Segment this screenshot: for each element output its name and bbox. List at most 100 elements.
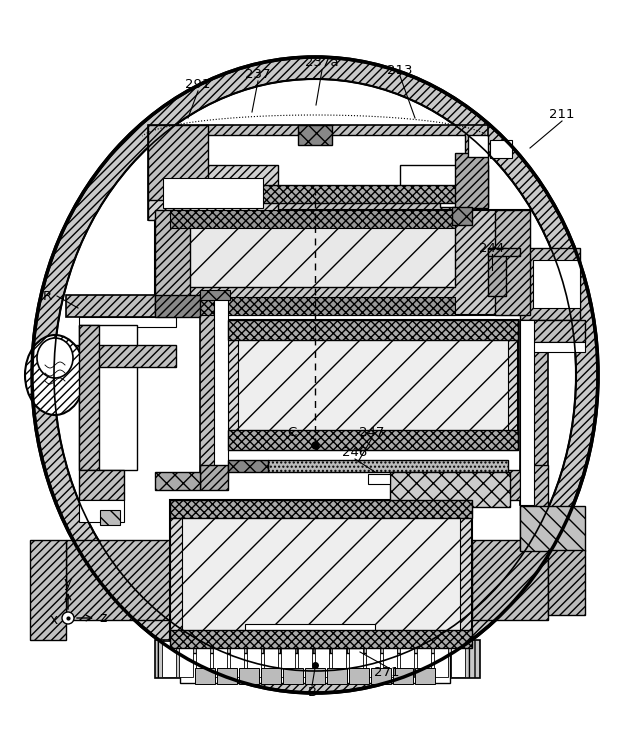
- Text: 271: 271: [374, 667, 400, 680]
- Ellipse shape: [37, 338, 73, 378]
- Text: x: x: [50, 613, 58, 627]
- Bar: [548, 550, 585, 615]
- Bar: [66, 345, 176, 367]
- Bar: [228, 430, 518, 450]
- Bar: [417, 641, 431, 677]
- Bar: [170, 222, 455, 287]
- Bar: [452, 207, 472, 225]
- Bar: [79, 500, 124, 522]
- Bar: [390, 472, 510, 507]
- Text: B: B: [307, 686, 316, 698]
- Bar: [520, 342, 585, 352]
- Bar: [79, 470, 124, 500]
- Bar: [79, 317, 176, 327]
- Bar: [79, 325, 99, 470]
- Bar: [327, 668, 347, 684]
- Bar: [195, 668, 215, 684]
- Bar: [155, 210, 530, 315]
- Bar: [148, 125, 208, 200]
- Bar: [283, 668, 303, 684]
- Bar: [228, 320, 518, 340]
- Bar: [520, 320, 534, 505]
- Bar: [200, 295, 228, 480]
- Bar: [175, 185, 465, 203]
- Bar: [79, 325, 137, 470]
- Bar: [349, 668, 369, 684]
- Bar: [400, 641, 414, 677]
- Bar: [230, 641, 244, 677]
- Bar: [66, 540, 176, 620]
- Bar: [520, 320, 548, 505]
- Bar: [383, 641, 397, 677]
- Bar: [170, 500, 472, 518]
- Bar: [148, 165, 278, 220]
- Bar: [264, 641, 278, 677]
- Bar: [520, 248, 580, 320]
- Bar: [490, 140, 512, 158]
- Text: 244: 244: [479, 242, 505, 254]
- Text: 237a: 237a: [305, 56, 339, 70]
- Bar: [155, 295, 200, 317]
- Bar: [196, 641, 210, 677]
- Bar: [182, 512, 460, 636]
- Bar: [520, 320, 585, 342]
- Bar: [455, 153, 488, 208]
- Bar: [268, 460, 508, 472]
- Bar: [261, 668, 281, 684]
- Bar: [200, 290, 230, 300]
- Bar: [217, 668, 237, 684]
- Bar: [163, 178, 263, 208]
- Text: 247: 247: [359, 425, 385, 439]
- Bar: [281, 641, 295, 677]
- Bar: [298, 125, 332, 145]
- Bar: [228, 320, 518, 450]
- Bar: [30, 540, 66, 640]
- Text: 291: 291: [185, 79, 210, 92]
- Bar: [100, 510, 120, 525]
- Bar: [213, 641, 227, 677]
- Bar: [393, 668, 413, 684]
- Bar: [170, 210, 455, 228]
- Bar: [170, 297, 455, 315]
- Bar: [472, 540, 548, 620]
- Text: 246: 246: [342, 446, 368, 460]
- Bar: [214, 295, 228, 480]
- Bar: [155, 472, 200, 490]
- Text: 211: 211: [549, 109, 575, 122]
- Bar: [440, 187, 488, 207]
- Bar: [180, 653, 450, 683]
- Bar: [155, 640, 480, 678]
- Bar: [170, 630, 472, 648]
- Bar: [451, 641, 465, 677]
- Bar: [434, 641, 448, 677]
- Bar: [200, 465, 228, 490]
- Bar: [238, 330, 508, 440]
- Bar: [175, 135, 465, 190]
- Bar: [488, 248, 520, 256]
- Bar: [533, 260, 580, 308]
- Bar: [520, 465, 548, 550]
- Bar: [520, 506, 585, 551]
- Bar: [371, 668, 391, 684]
- Bar: [415, 668, 435, 684]
- Bar: [247, 641, 261, 677]
- Bar: [366, 641, 380, 677]
- Bar: [332, 641, 346, 677]
- Bar: [368, 474, 390, 484]
- Bar: [315, 641, 329, 677]
- Text: C: C: [287, 425, 297, 439]
- Bar: [400, 165, 488, 187]
- Ellipse shape: [32, 57, 598, 693]
- Text: 237: 237: [245, 68, 271, 82]
- Bar: [468, 135, 488, 157]
- Bar: [155, 210, 190, 315]
- Bar: [488, 248, 506, 296]
- Bar: [170, 500, 472, 648]
- Circle shape: [62, 612, 74, 624]
- Bar: [349, 641, 363, 677]
- Bar: [245, 624, 375, 636]
- Bar: [179, 641, 193, 677]
- Bar: [472, 470, 520, 500]
- Bar: [305, 668, 325, 684]
- Text: y: y: [64, 576, 72, 590]
